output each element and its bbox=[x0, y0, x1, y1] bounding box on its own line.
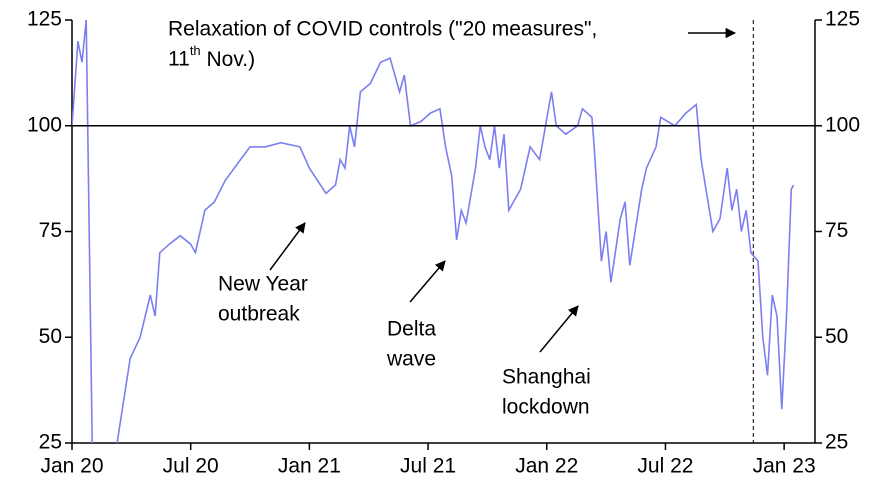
y-tick-label: 125 bbox=[27, 8, 62, 31]
annotation: lockdown bbox=[502, 396, 590, 419]
y2-tick-label: 75 bbox=[825, 219, 848, 242]
annotation-superscript: th bbox=[190, 43, 201, 58]
arrow bbox=[269, 222, 306, 271]
annotation: Nov.) bbox=[201, 48, 255, 71]
y-tick-label: 100 bbox=[27, 113, 62, 136]
x-tick-label: Jan 22 bbox=[515, 455, 578, 478]
annotation: 11th Nov.) bbox=[168, 43, 255, 70]
x-tick-label: Jul 21 bbox=[400, 455, 456, 478]
annotation: wave bbox=[386, 348, 436, 371]
y-tick-label: 25 bbox=[39, 431, 62, 454]
y-tick-label: 75 bbox=[39, 219, 62, 242]
arrow bbox=[409, 260, 446, 303]
annotation: outbreak bbox=[218, 303, 300, 326]
x-tick-label: Jan 20 bbox=[40, 455, 103, 478]
x-tick-label: Jan 21 bbox=[278, 455, 341, 478]
y2-tick-label: 50 bbox=[825, 325, 848, 348]
y2-tick-label: 125 bbox=[825, 8, 860, 31]
annotation: Relaxation of COVID controls ("20 measur… bbox=[168, 18, 597, 41]
x-tick-label: Jul 20 bbox=[163, 455, 219, 478]
annotation: Delta bbox=[387, 318, 436, 341]
y2-tick-label: 100 bbox=[825, 113, 860, 136]
annotation: Shanghai bbox=[502, 366, 591, 389]
x-tick-label: Jul 22 bbox=[637, 455, 693, 478]
x-tick-label: Jan 23 bbox=[753, 455, 816, 478]
arrow bbox=[539, 305, 579, 353]
data-line bbox=[72, 20, 795, 443]
annotation: New Year bbox=[218, 273, 308, 296]
y2-tick-label: 25 bbox=[825, 431, 848, 454]
y-tick-label: 50 bbox=[39, 325, 62, 348]
